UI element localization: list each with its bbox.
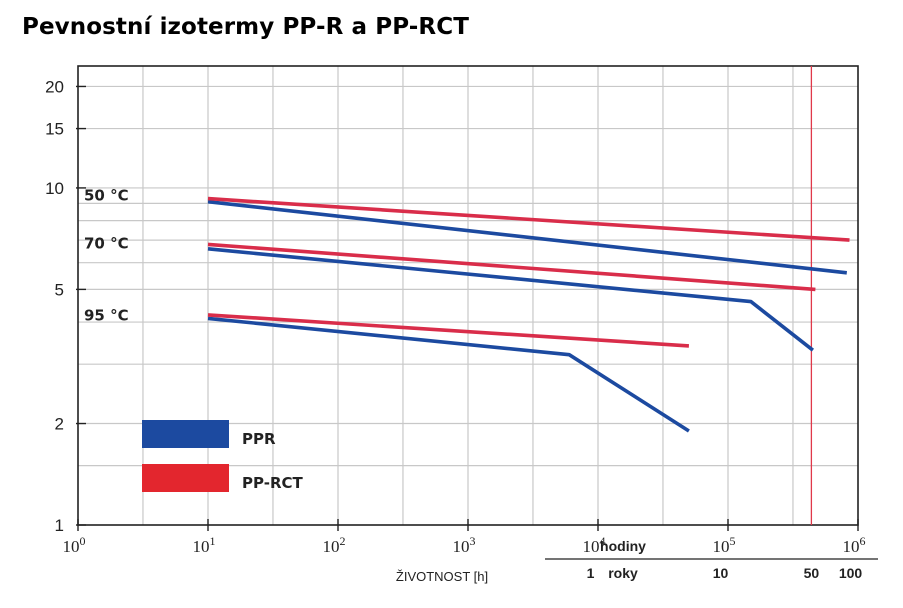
y-tick-label: 1 (55, 516, 64, 535)
y-tick-labels: 1 2 5 10 15 20 (45, 77, 86, 535)
temperature-label: 50 °C (84, 187, 129, 205)
series-line-ppr (207, 316, 690, 433)
x-tick-label: 104 (583, 534, 606, 556)
series-layer (207, 196, 850, 433)
hours-label: hodiny (600, 538, 646, 554)
y-tick-label: 2 (55, 415, 64, 434)
temperature-label: 70 °C (84, 235, 129, 253)
y-tick-label: 20 (45, 77, 64, 96)
legend-swatch-pp-rct (142, 464, 229, 492)
x-tick-label: 103 (453, 534, 476, 556)
years-tick-label: 100 (839, 565, 863, 581)
y-tick-label: 10 (45, 179, 64, 198)
series-line-pp-rct (207, 242, 816, 292)
years-tick-label: 10 (713, 565, 729, 581)
temperature-labels: 50 °C 70 °C 95 °C (84, 187, 129, 325)
years-tick-label: 50 (804, 565, 820, 581)
x-tick-labels: 100 101 102 103 104 105 106 (63, 519, 866, 556)
years-tick-label: 1 (587, 565, 595, 581)
grid (78, 66, 858, 525)
series-line-ppr (207, 247, 815, 352)
x-axis-label: ŽIVOTNOST [h] (396, 569, 488, 584)
x-tick-label: 105 (713, 534, 736, 556)
x-tick-label: 102 (323, 534, 346, 556)
series-line-pp-rct (207, 313, 690, 348)
temperature-label: 95 °C (84, 306, 129, 324)
years-label: roky (608, 565, 638, 581)
lifetime-scale: hodiny roky 1 10 50 100 ŽIVOTNOST [h] (396, 538, 878, 584)
legend: PPR PP-RCT (142, 420, 304, 492)
x-tick-label: 101 (193, 534, 216, 556)
series-line-pp-rct (207, 196, 850, 242)
y-tick-label: 15 (45, 120, 64, 139)
page-title: Pevnostní izotermy PP-R a PP-RCT (22, 14, 469, 40)
legend-swatch-ppr (142, 420, 229, 448)
series-line-ppr (207, 199, 847, 275)
legend-label: PPR (242, 430, 276, 448)
x-tick-label: 100 (63, 534, 86, 556)
y-tick-label: 5 (55, 280, 64, 299)
legend-label: PP-RCT (242, 474, 304, 492)
x-tick-label: 106 (843, 534, 866, 556)
